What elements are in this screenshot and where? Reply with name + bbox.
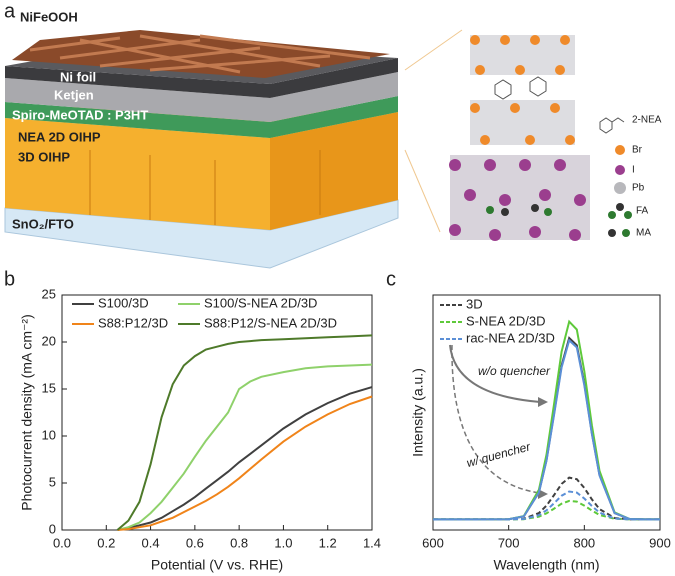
fa-icon	[608, 203, 632, 219]
x-tick-label: 900	[649, 535, 671, 550]
ma-icon	[608, 229, 630, 237]
x-tick-label: 0.4	[142, 535, 160, 550]
y-axis-title: Intensity (a.u.)	[410, 368, 426, 457]
legend-label: FA	[636, 206, 649, 217]
y-tick-label: 20	[42, 333, 56, 348]
ketjen-layer	[5, 72, 398, 122]
pb-icon	[614, 182, 626, 194]
layer-label: 3D OIHP	[18, 149, 70, 164]
y-tick-label: 25	[42, 286, 56, 301]
i-icon	[615, 165, 625, 175]
series-line	[433, 490, 660, 521]
x-tick-label: 1.4	[363, 535, 381, 550]
annotation: w/o quencher	[478, 364, 551, 378]
htl-layer	[5, 96, 398, 138]
y-tick-label: 0	[49, 521, 56, 536]
annotation: w/ quencher	[465, 439, 533, 470]
x-tick-label: 0.6	[186, 535, 204, 550]
layer-label: Ni foil	[60, 69, 96, 84]
br-icon	[615, 145, 625, 155]
x-tick-label: 1.2	[319, 535, 337, 550]
layer-label: NEA 2D OIHP	[18, 129, 101, 144]
x-tick-label: 1.0	[274, 535, 292, 550]
legend-label: S88:P12/S-NEA 2D/3D	[204, 315, 337, 330]
perovskite-side	[270, 112, 398, 230]
x-tick-label: 600	[422, 535, 444, 550]
plot-frame	[61, 294, 373, 531]
series-line	[433, 319, 660, 521]
legend-label: 3D	[466, 296, 483, 311]
legend-label: I	[632, 165, 635, 176]
legend-label: Pb	[632, 183, 645, 194]
legend-label: MA	[636, 228, 651, 239]
nea-icon	[599, 117, 625, 134]
series-line	[116, 334, 373, 531]
arrow-head	[538, 489, 548, 499]
x-tick-label: 800	[573, 535, 595, 550]
layer-label: Ketjen	[54, 87, 94, 102]
x-axis-title: Wavelength (nm)	[493, 557, 599, 573]
panel-label: c	[386, 268, 396, 290]
layer-label: SnO₂/FTO	[12, 216, 74, 231]
legend-label: rac-NEA 2D/3D	[466, 330, 555, 345]
series-line	[433, 476, 660, 521]
panel-label: a	[4, 0, 16, 22]
arrow	[451, 344, 541, 494]
arrow-head	[538, 397, 548, 407]
x-tick-label: 0.8	[230, 535, 248, 550]
series-line	[117, 363, 373, 531]
series-line	[117, 386, 373, 531]
x-tick-label: 0.0	[53, 535, 71, 550]
legend-label: S88:P12/3D	[98, 315, 168, 330]
mesh-fibers	[29, 34, 371, 74]
layer-label: NiFeOOH	[20, 9, 78, 24]
legend-label: Br	[632, 145, 643, 156]
layer-label: Spiro-MeOTAD : P3HT	[12, 107, 148, 122]
y-axis-title: Photocurrent density (mA cm⁻²)	[19, 314, 35, 510]
series-line	[433, 338, 660, 521]
legend-label: 2-NEA	[632, 115, 662, 126]
panel-label: b	[4, 268, 15, 290]
legend-label: S-NEA 2D/3D	[466, 313, 545, 328]
zoom-line	[404, 149, 441, 233]
crystal-structure	[449, 35, 590, 241]
plot-frame	[432, 294, 661, 531]
y-tick-label: 10	[42, 427, 56, 442]
zoom-line	[404, 29, 463, 71]
y-tick-label: 15	[42, 380, 56, 395]
x-tick-label: 0.2	[97, 535, 115, 550]
legend-label: S100/3D	[98, 295, 149, 310]
x-tick-label: 700	[498, 535, 520, 550]
series-line	[117, 395, 373, 531]
x-axis-title: Potential (V vs. RHE)	[151, 557, 283, 573]
panel-a-schematic: a NiFeOOH Ni foil Ketjen Spiro-MeOTAD : …	[4, 0, 662, 269]
legend-label: S100/S-NEA 2D/3D	[204, 295, 317, 310]
y-tick-label: 5	[49, 474, 56, 489]
ni-foil-layer	[5, 58, 398, 98]
